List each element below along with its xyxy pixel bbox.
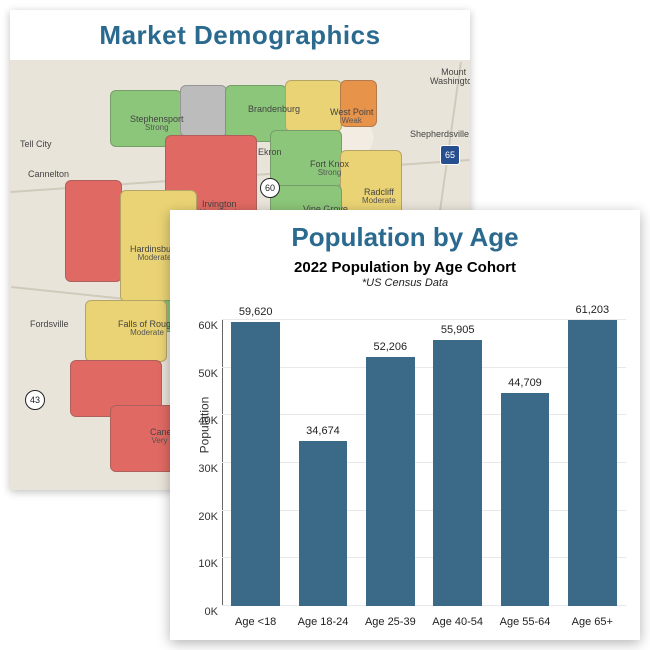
map-label: Ekron xyxy=(258,148,282,157)
map-title: Market Demographics xyxy=(10,10,470,60)
map-label: StephensportStrong xyxy=(130,115,184,133)
gridline xyxy=(222,414,626,415)
map-region xyxy=(340,150,402,217)
x-tick-label: Age 25-39 xyxy=(357,616,424,628)
map-region xyxy=(180,85,227,137)
map-label: Brandenburg xyxy=(248,105,300,114)
chart-panel: Population by Age 2022 Population by Age… xyxy=(170,210,640,640)
bar: 44,709 xyxy=(501,393,549,606)
bar-value-label: 55,905 xyxy=(433,324,481,336)
y-tick-label: 30K xyxy=(182,463,218,475)
bar-value-label: 52,206 xyxy=(366,341,414,353)
y-tick-label: 40K xyxy=(182,415,218,427)
highway-shield: 60 xyxy=(260,178,280,198)
y-tick-label: 20K xyxy=(182,511,218,523)
x-tick-label: Age 18-24 xyxy=(289,616,356,628)
x-tick-label: Age <18 xyxy=(222,616,289,628)
bar: 52,206 xyxy=(366,357,414,606)
map-label: West PointWeak xyxy=(330,108,373,126)
bar: 34,674 xyxy=(299,441,347,606)
map-label: Tell City xyxy=(20,140,52,149)
y-axis-line xyxy=(222,320,223,606)
gridline xyxy=(222,319,626,320)
highway-shield: 43 xyxy=(25,390,45,410)
chart-title: Population by Age xyxy=(170,222,640,253)
map-region xyxy=(65,180,122,282)
bar-value-label: 44,709 xyxy=(501,377,549,389)
map-label: Cannelton xyxy=(28,170,69,179)
map-label: Shepherdsville xyxy=(410,130,469,139)
chart-subtitle: 2022 Population by Age Cohort xyxy=(170,259,640,276)
bar: 61,203 xyxy=(568,320,616,606)
gridline xyxy=(222,510,626,511)
y-tick-label: 50K xyxy=(182,368,218,380)
gridline xyxy=(222,557,626,558)
gridline xyxy=(222,605,626,606)
map-label: Fordsville xyxy=(30,320,69,329)
map-label: Falls of RoughModerate xyxy=(118,320,176,338)
bar: 59,620 xyxy=(231,322,279,606)
gridline xyxy=(222,462,626,463)
map-label: Fort KnoxStrong xyxy=(310,160,349,178)
x-tick-label: Age 55-64 xyxy=(491,616,558,628)
x-tick-label: Age 40-54 xyxy=(424,616,491,628)
bar-value-label: 34,674 xyxy=(299,425,347,437)
gridline xyxy=(222,367,626,368)
bar-value-label: 61,203 xyxy=(568,304,616,316)
bar-value-label: 59,620 xyxy=(231,306,279,318)
map-label: RadcliffModerate xyxy=(362,188,396,206)
bar: 55,905 xyxy=(433,340,481,606)
y-tick-label: 60K xyxy=(182,320,218,332)
map-label: MountWashington xyxy=(430,68,470,87)
plot-area: 0K10K20K30K40K50K60K59,620Age <1834,674A… xyxy=(222,320,626,606)
chart-note: *US Census Data xyxy=(170,277,640,289)
highway-shield: 65 xyxy=(440,145,460,165)
y-tick-label: 0K xyxy=(182,606,218,618)
x-tick-label: Age 65+ xyxy=(559,616,626,628)
y-tick-label: 10K xyxy=(182,558,218,570)
